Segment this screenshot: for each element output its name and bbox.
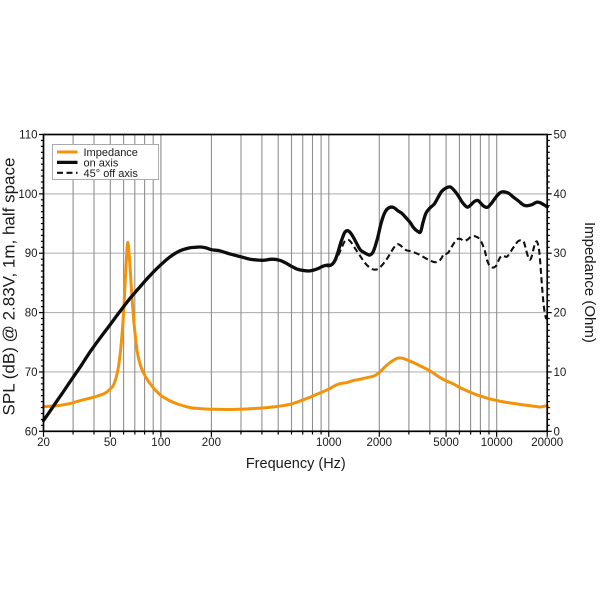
- svg-text:200: 200: [202, 437, 221, 449]
- svg-text:80: 80: [25, 308, 38, 320]
- svg-text:20: 20: [37, 437, 50, 449]
- svg-text:40: 40: [554, 189, 567, 201]
- svg-text:SPL (dB) @ 2.83V, 1m, half spa: SPL (dB) @ 2.83V, 1m, half space: [0, 158, 19, 416]
- svg-text:100: 100: [18, 189, 37, 201]
- svg-text:on axis: on axis: [84, 157, 119, 169]
- svg-text:1000: 1000: [316, 437, 342, 449]
- svg-text:60: 60: [25, 426, 38, 438]
- svg-text:70: 70: [25, 367, 38, 379]
- svg-text:10000: 10000: [481, 437, 513, 449]
- svg-text:10: 10: [554, 367, 567, 379]
- svg-text:100: 100: [151, 437, 170, 449]
- svg-text:0: 0: [554, 426, 560, 438]
- svg-text:20: 20: [554, 308, 567, 320]
- svg-text:90: 90: [25, 248, 38, 260]
- svg-text:Frequency (Hz): Frequency (Hz): [246, 456, 346, 472]
- svg-text:5000: 5000: [433, 437, 459, 449]
- svg-text:50: 50: [104, 437, 117, 449]
- svg-text:50: 50: [554, 130, 567, 142]
- svg-text:30: 30: [554, 248, 567, 260]
- svg-text:45° off axis: 45° off axis: [84, 168, 139, 180]
- svg-text:2000: 2000: [367, 437, 393, 449]
- svg-text:110: 110: [19, 130, 37, 142]
- svg-text:Impedance: Impedance: [84, 147, 138, 159]
- svg-text:20000: 20000: [531, 437, 563, 449]
- svg-text:Impedance (Ohm): Impedance (Ohm): [581, 222, 598, 343]
